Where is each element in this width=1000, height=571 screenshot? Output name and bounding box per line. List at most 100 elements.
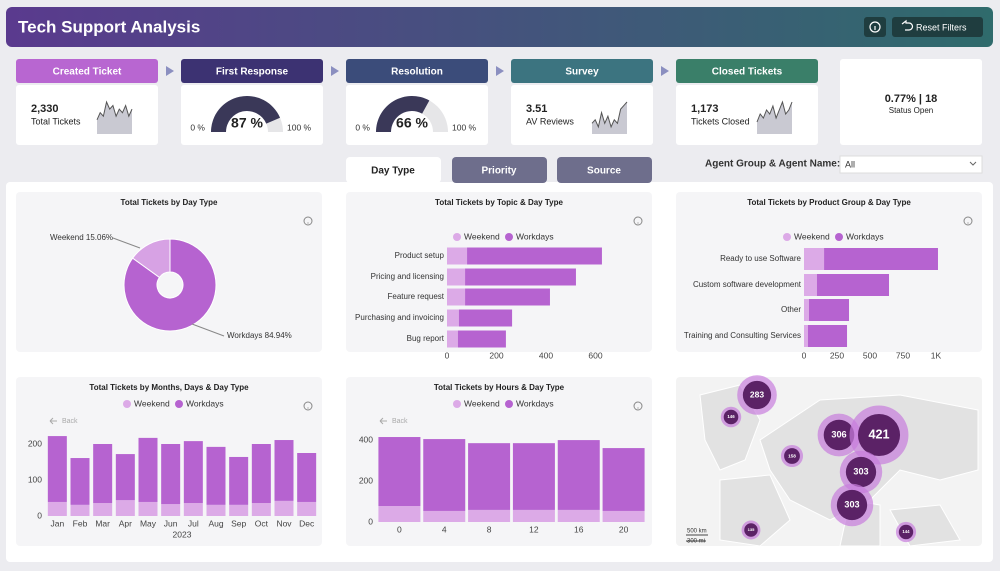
bar xyxy=(458,309,513,327)
bar xyxy=(465,268,576,286)
kpi-card xyxy=(511,85,653,145)
bar xyxy=(447,247,468,265)
bar xyxy=(70,504,90,516)
tab[interactable] xyxy=(452,157,547,183)
bubble-label: 144 xyxy=(902,529,910,534)
back-icon xyxy=(49,417,57,425)
step-label: Resolution xyxy=(391,67,443,78)
bar xyxy=(206,504,226,516)
sparkline-area xyxy=(757,102,792,134)
step-pill xyxy=(676,59,818,83)
x-tick-label: Feb xyxy=(73,518,88,528)
tab[interactable] xyxy=(346,157,441,183)
legend-label: Weekend xyxy=(464,398,500,408)
bar xyxy=(447,288,466,306)
step-label: Survey xyxy=(565,67,599,78)
bar xyxy=(378,506,421,522)
bar xyxy=(297,453,317,502)
bar xyxy=(378,437,421,507)
bar xyxy=(115,500,135,516)
info-button[interactable] xyxy=(864,17,886,37)
category-name: Weekend xyxy=(50,233,84,242)
legend-swatch xyxy=(175,400,183,408)
x-tick-label: May xyxy=(140,518,157,528)
filter-value[interactable]: All xyxy=(845,159,855,169)
leader-line xyxy=(191,323,225,337)
bar xyxy=(807,325,848,347)
x-tick-label: Nov xyxy=(276,518,292,528)
y-tick-label: Training and Consulting Services xyxy=(684,331,801,340)
bar xyxy=(804,248,825,270)
x-tick-label: 20 xyxy=(619,524,629,534)
bar xyxy=(206,446,226,505)
bubble-label: 306 xyxy=(831,429,846,439)
gauge-max: 100 % xyxy=(287,122,312,132)
gauge-fill xyxy=(376,96,430,132)
sparkline-area xyxy=(97,102,132,134)
sparkline xyxy=(96,100,133,120)
bar xyxy=(183,441,203,504)
bar xyxy=(229,504,249,516)
filter[interactable]: Agent Group & Agent Name: All xyxy=(705,155,983,174)
legend-label: Workdays xyxy=(186,398,224,408)
bubble xyxy=(898,524,914,540)
status-value: 0.77% | 18 xyxy=(885,93,938,105)
legend-label: Workdays xyxy=(846,231,884,241)
bubble xyxy=(784,448,800,464)
y-tick-label: Purchasing and invoicing xyxy=(355,313,444,322)
value-label: 84.94% xyxy=(265,331,292,340)
legend-label: Workdays xyxy=(516,398,554,408)
legend-label: Weekend xyxy=(134,398,170,408)
data-label: Weekend 15.06% xyxy=(50,233,113,242)
step-label: Created Ticket xyxy=(53,67,122,78)
legend-swatch xyxy=(453,400,461,408)
tab-label[interactable]: Source xyxy=(587,166,621,177)
bar xyxy=(512,443,555,510)
tab[interactable] xyxy=(557,157,652,183)
bubble xyxy=(742,380,772,410)
status-card xyxy=(840,59,982,145)
sparkline-area xyxy=(592,102,627,134)
x-tick-label: Jan xyxy=(50,518,64,528)
reset-button[interactable]: Reset Filters xyxy=(892,17,983,37)
y-tick-label: 0 xyxy=(37,510,42,520)
bubble-label: 283 xyxy=(750,389,764,399)
bar xyxy=(816,274,890,296)
bar xyxy=(557,440,600,510)
back-button[interactable]: Back xyxy=(392,418,408,425)
legend-swatch xyxy=(453,233,461,241)
chart-card xyxy=(676,192,982,352)
help-dot xyxy=(637,407,639,409)
reset-label[interactable]: Reset Filters xyxy=(916,22,967,32)
x-tick-label: Dec xyxy=(299,518,315,528)
bar xyxy=(467,247,602,265)
back-button[interactable]: Back xyxy=(62,418,78,425)
leader-line xyxy=(112,237,141,249)
bar xyxy=(423,439,466,511)
bar xyxy=(447,268,466,286)
tab-label[interactable]: Priority xyxy=(481,166,516,177)
help-dot xyxy=(307,222,309,224)
bar xyxy=(70,458,90,505)
x-tick-label: 0 xyxy=(445,350,450,360)
bar xyxy=(138,437,158,502)
filter-select[interactable] xyxy=(839,155,983,174)
bubble-label: 158 xyxy=(788,453,796,459)
tab-label[interactable]: Day Type xyxy=(371,166,415,177)
help-icon xyxy=(303,401,313,411)
value-label: 15.06% xyxy=(86,233,113,242)
bubble-label: 135 xyxy=(748,527,756,532)
chart-title: Total Tickets by Product Group & Day Typ… xyxy=(747,198,911,207)
y-tick-label: 200 xyxy=(28,438,42,448)
bar xyxy=(468,509,511,522)
help-dot xyxy=(967,222,969,224)
y-tick-label: Feature request xyxy=(388,292,445,301)
bar xyxy=(557,509,600,522)
legend-swatch xyxy=(123,400,131,408)
step-label: First Response xyxy=(216,67,289,78)
legend-swatch xyxy=(505,233,513,241)
step-pill xyxy=(346,59,488,83)
kpi-value: 3.51 xyxy=(526,103,547,115)
page-title: Tech Support Analysis xyxy=(18,17,200,36)
